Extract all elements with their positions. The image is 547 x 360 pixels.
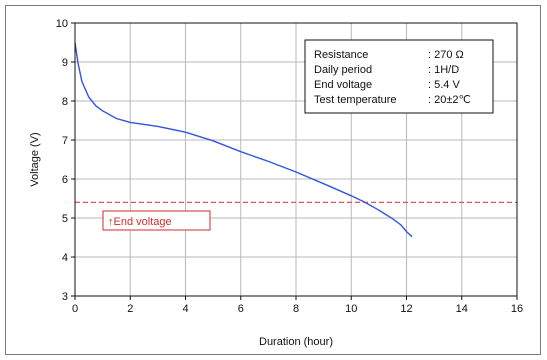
test-conditions-box: Resistance : 270 Ω Daily period : 1H/D E… <box>304 39 494 114</box>
info-value-daily-period: : 1H/D <box>428 64 459 76</box>
test-conditions-border <box>304 39 494 114</box>
x-tick-label-10: 10 <box>345 303 357 315</box>
x-tick-label-4: 4 <box>182 303 188 315</box>
end-voltage-annotation: ↑End voltage <box>102 210 211 231</box>
y-tick-labels: 3 4 5 6 7 8 9 10 <box>56 18 75 303</box>
info-value-resistance: : 270 Ω <box>428 49 464 61</box>
x-tick-label-2: 2 <box>127 303 133 315</box>
y-tick-label-5: 5 <box>62 213 68 225</box>
x-tick-label-16: 16 <box>511 303 523 315</box>
x-tick-label-6: 6 <box>238 303 244 315</box>
end-voltage-annotation-text: ↑End voltage <box>108 216 172 228</box>
x-tick-label-14: 14 <box>456 303 468 315</box>
series-layer <box>74 42 413 238</box>
y-tick-label-7: 7 <box>62 135 68 147</box>
end-voltage-annotation-box <box>102 210 211 231</box>
info-label-test-temperature: Test temperature <box>314 94 397 106</box>
y-tick-label-8: 8 <box>62 96 68 108</box>
y-tick-label-10: 10 <box>56 18 68 30</box>
y-tick-label-3: 3 <box>62 291 68 303</box>
y-tick-label-6: 6 <box>62 174 68 186</box>
info-label-daily-period: Daily period <box>314 64 372 76</box>
info-value-end-voltage: : 5.4 V <box>428 79 460 91</box>
x-tick-labels: 0 2 4 6 8 10 12 14 16 <box>72 296 523 315</box>
x-tick-label-12: 12 <box>400 303 412 315</box>
x-tick-label-0: 0 <box>72 303 78 315</box>
info-value-test-temperature: : 20±2℃ <box>428 94 471 106</box>
y-axis-label: Voltage (V) <box>29 132 41 186</box>
y-tick-label-9: 9 <box>62 57 68 69</box>
series-line-0 <box>74 42 413 238</box>
x-axis-label: Duration (hour) <box>259 336 333 348</box>
info-label-resistance: Resistance <box>314 49 368 61</box>
x-tick-label-8: 8 <box>293 303 299 315</box>
y-tick-label-4: 4 <box>62 252 68 264</box>
info-label-end-voltage: End voltage <box>314 79 372 91</box>
